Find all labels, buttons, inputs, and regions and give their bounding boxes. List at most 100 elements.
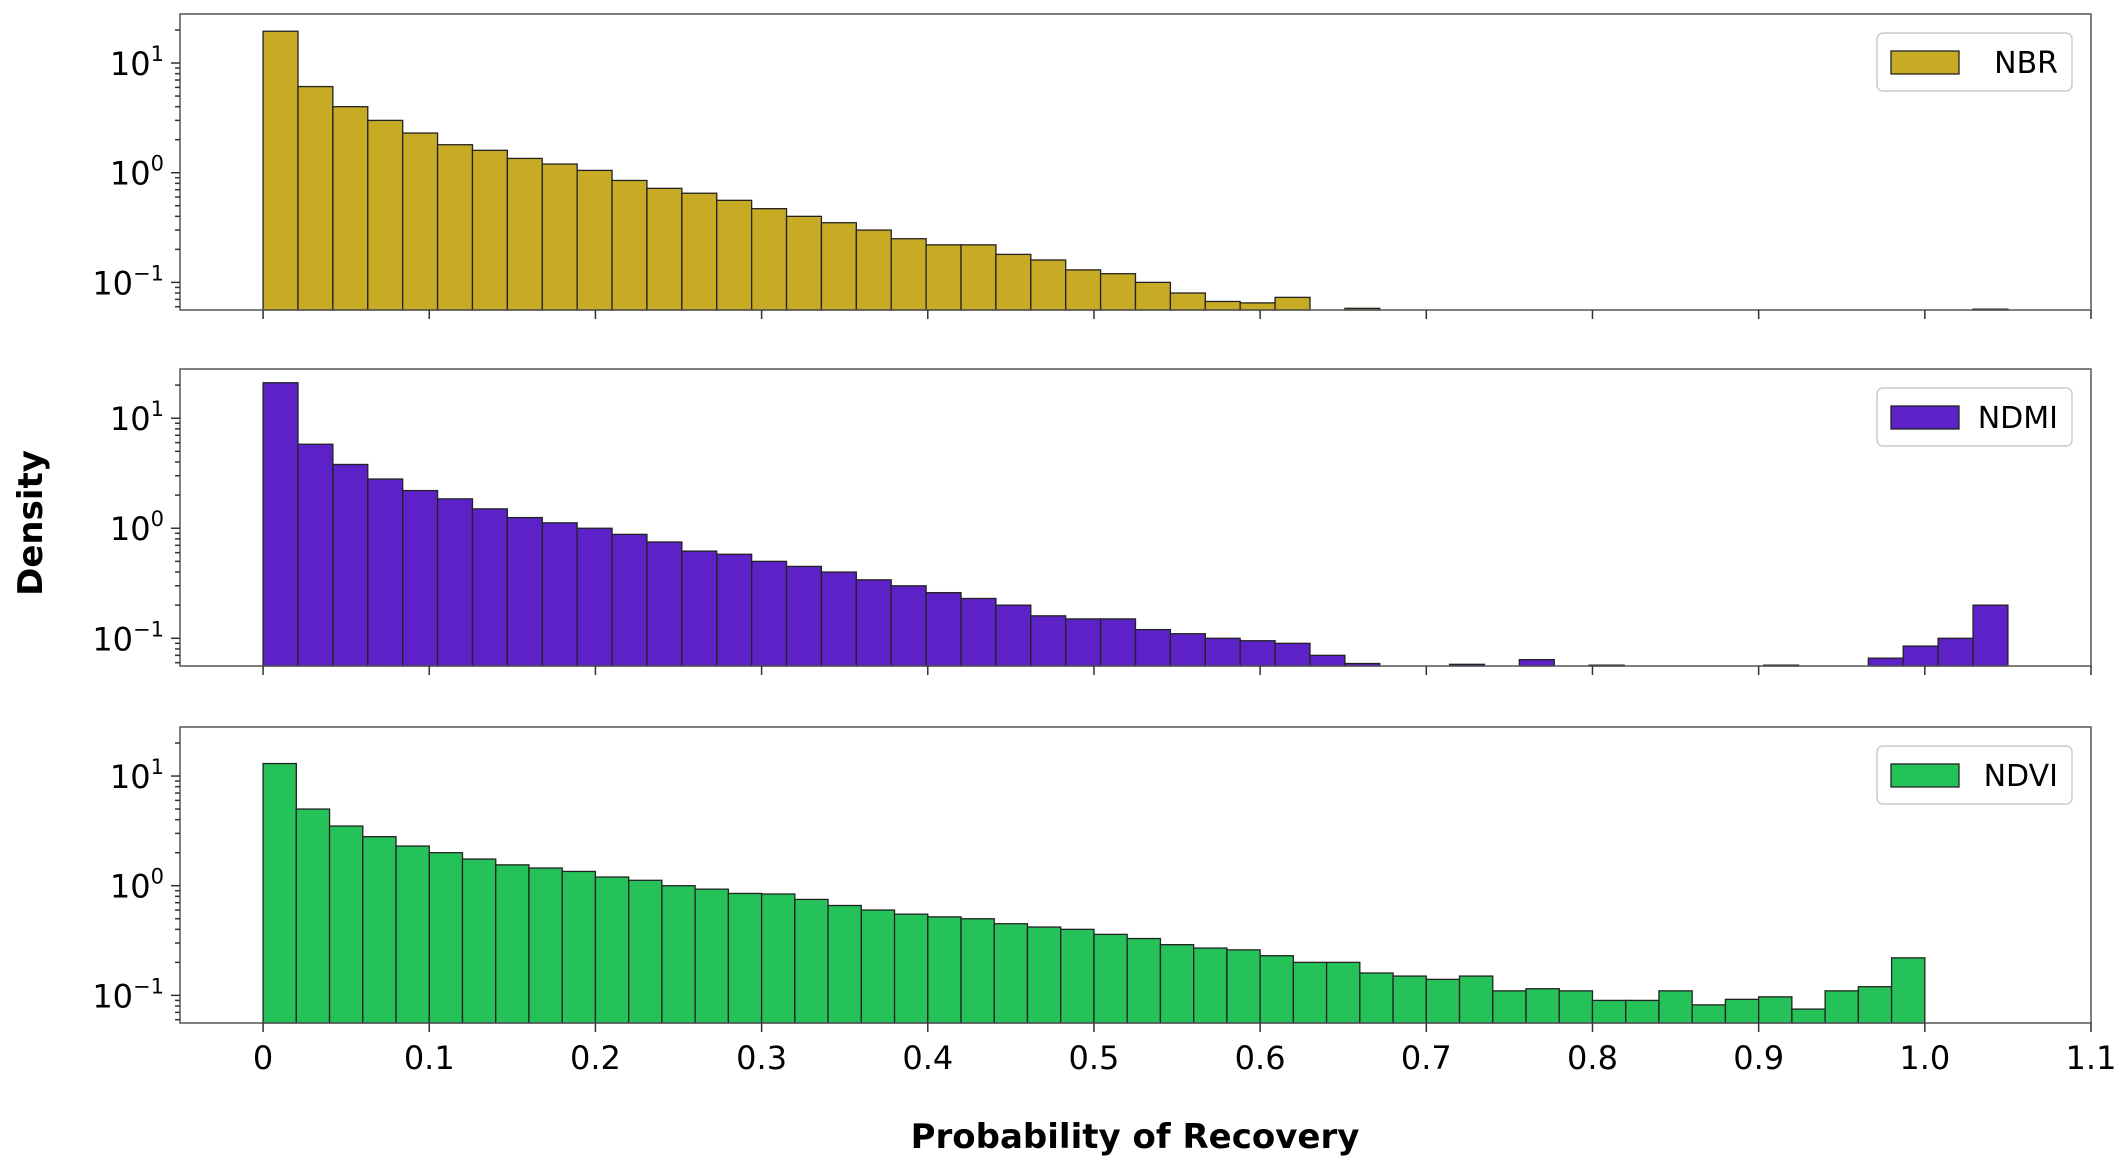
histogram-bar: [1065, 618, 1102, 667]
histogram-bar: [1226, 949, 1261, 1024]
histogram-bar: [576, 169, 613, 311]
histogram-bar: [262, 762, 297, 1024]
histogram-bar: [1309, 654, 1346, 667]
histogram-bar: [716, 553, 753, 667]
histogram-bar: [395, 845, 430, 1024]
histogram-bar: [960, 597, 997, 667]
histogram-bar: [681, 550, 718, 667]
histogram-bar: [295, 808, 331, 1024]
y-tick-label: 101: [110, 397, 164, 438]
histogram-bar: [1204, 637, 1241, 667]
histogram-bar: [760, 893, 796, 1024]
histogram-bar: [528, 867, 563, 1024]
histogram-bar: [1525, 988, 1560, 1024]
histogram-bar: [611, 179, 648, 311]
histogram-bar: [1026, 926, 1062, 1024]
histogram-bar: [1824, 990, 1859, 1024]
histogram-bar: [262, 382, 299, 667]
histogram-bar: [1867, 657, 1904, 667]
histogram-bar: [367, 119, 404, 311]
histogram-bar: [1658, 990, 1693, 1024]
histogram-bar: [402, 489, 439, 667]
legend-label: NDMI: [1978, 401, 2058, 436]
histogram-bar: [995, 253, 1032, 311]
histogram-bar: [1518, 658, 1555, 667]
histogram-bar: [628, 879, 663, 1024]
legend-label: NBR: [1994, 46, 2058, 81]
histogram-bar: [1558, 990, 1594, 1024]
histogram-bar: [1060, 928, 1095, 1024]
histogram-bar: [694, 888, 730, 1024]
x-tick-label: 0.3: [736, 1039, 787, 1077]
histogram-bar: [960, 918, 995, 1024]
histogram-bar: [750, 208, 788, 311]
histogram-bar: [1325, 961, 1361, 1024]
legend: NDMI: [1876, 387, 2073, 447]
histogram-bar: [1937, 637, 1974, 667]
histogram-bar: [1030, 259, 1067, 311]
histogram-bar: [541, 163, 578, 311]
histogram-bar: [1625, 999, 1660, 1024]
histogram-bar: [332, 463, 369, 667]
histogram-bar: [820, 571, 857, 667]
histogram-bar: [927, 916, 962, 1024]
histogram-bar: [1030, 615, 1067, 667]
histogram-bar: [541, 522, 578, 667]
histogram-bar: [794, 898, 829, 1024]
histogram-bar: [471, 508, 509, 667]
histogram-bar: [332, 106, 369, 311]
chart-panel-ndvi: 101 100 10−1 0 0.1 0.2 0.3 0.4 0.5 0.6 0.7 0.8 0.9 1.…: [92, 726, 2117, 1077]
y-tick-label: 10−1: [92, 974, 164, 1015]
histogram-bar: [367, 478, 404, 667]
legend-swatch: [1890, 405, 1960, 430]
plot-frame: [179, 368, 2092, 667]
histogram-bar: [1902, 645, 1939, 667]
histogram-bar: [471, 149, 509, 311]
histogram-bar: [1791, 1008, 1826, 1024]
histogram-bar: [1099, 273, 1137, 311]
histogram-bar: [402, 132, 439, 311]
plot-frame: [179, 13, 2092, 311]
x-tick-label: 0.9: [1733, 1039, 1784, 1077]
histogram-bar: [716, 199, 753, 311]
histogram-bar: [1134, 281, 1172, 311]
histogram-bar: [1890, 957, 1926, 1024]
histogram-bar: [328, 825, 364, 1024]
y-tick-label: 101: [110, 42, 164, 83]
y-tick-label: 101: [110, 755, 164, 796]
x-tick-label: 0.2: [570, 1039, 621, 1077]
histogram-bar: [428, 852, 464, 1024]
histogram-bar: [576, 527, 613, 667]
histogram-bar: [1239, 302, 1276, 311]
histogram-bar: [1392, 975, 1427, 1024]
panels: 101 100 10−1 NBR 101 100 10−1 NDMI 101 100 10−1 0 0.…: [92, 13, 2117, 1077]
histogram-bar: [1065, 269, 1102, 311]
histogram-bar: [495, 864, 530, 1024]
histogram-bar: [1093, 933, 1128, 1024]
histogram-bar: [297, 443, 334, 667]
histogram-bar: [785, 215, 823, 311]
histogram-bar: [262, 30, 299, 311]
histogram-bar: [362, 836, 397, 1024]
histogram-bar: [661, 885, 696, 1024]
histogram-bar: [1724, 998, 1760, 1024]
histogram-bar: [1274, 642, 1311, 667]
x-tick-label: 0: [253, 1039, 273, 1077]
histogram-bar: [561, 870, 597, 1024]
histogram-bar: [681, 192, 718, 311]
x-tick-label: 0.6: [1235, 1039, 1286, 1077]
histogram-bar: [1359, 972, 1394, 1024]
histogram-bar: [1492, 990, 1527, 1024]
histogram-bar: [436, 144, 474, 311]
histogram-bar: [820, 222, 857, 311]
histogram-bar: [1159, 944, 1195, 1024]
y-tick-label: 100: [110, 507, 164, 548]
histogram-bar: [1857, 986, 1893, 1024]
histogram-bar: [750, 560, 788, 667]
histogram-bar: [1259, 955, 1295, 1024]
legend-label: NDVI: [1984, 759, 2058, 794]
histogram-bar: [960, 244, 997, 311]
x-tick-label: 1.0: [1899, 1039, 1950, 1077]
x-tick-label: 1.1: [2066, 1039, 2117, 1077]
histogram-bar: [925, 591, 962, 667]
